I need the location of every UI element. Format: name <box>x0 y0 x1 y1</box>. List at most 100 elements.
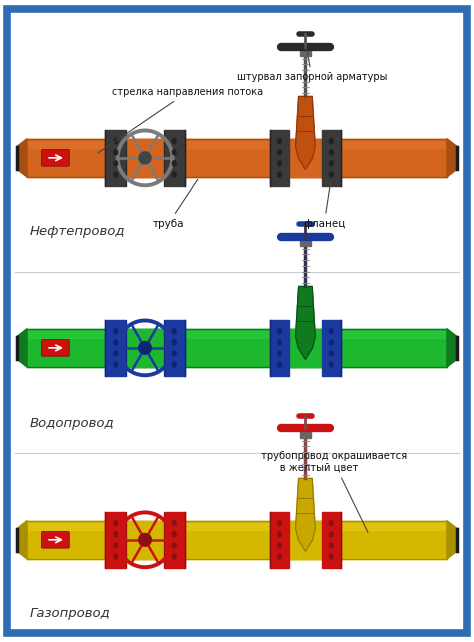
Text: трубопровод окрашивается
      в желтый цвет: трубопровод окрашивается в желтый цвет <box>261 451 407 532</box>
Circle shape <box>329 340 333 345</box>
Circle shape <box>278 532 282 537</box>
Circle shape <box>114 521 118 526</box>
Bar <box>27 331 447 338</box>
Circle shape <box>173 329 176 334</box>
Circle shape <box>278 329 282 334</box>
Polygon shape <box>447 329 457 367</box>
Circle shape <box>329 351 333 356</box>
Text: стрелка направления потока: стрелка направления потока <box>98 87 263 153</box>
Bar <box>105 512 126 568</box>
Bar <box>270 512 289 568</box>
Circle shape <box>278 521 282 526</box>
Circle shape <box>114 161 118 166</box>
Circle shape <box>173 351 176 356</box>
Bar <box>289 521 322 559</box>
Circle shape <box>173 362 176 367</box>
FancyBboxPatch shape <box>41 532 69 548</box>
Circle shape <box>278 340 282 345</box>
FancyBboxPatch shape <box>41 150 69 166</box>
Polygon shape <box>296 528 315 551</box>
Circle shape <box>278 362 282 367</box>
Circle shape <box>278 139 282 144</box>
Circle shape <box>173 542 176 548</box>
Circle shape <box>173 150 176 155</box>
Bar <box>289 139 322 177</box>
Circle shape <box>114 542 118 548</box>
Circle shape <box>329 329 333 334</box>
Ellipse shape <box>139 152 151 164</box>
Circle shape <box>114 340 118 345</box>
Circle shape <box>329 542 333 548</box>
Circle shape <box>173 161 176 166</box>
Circle shape <box>329 139 333 144</box>
Polygon shape <box>296 478 315 528</box>
Bar <box>300 46 311 56</box>
Bar <box>164 320 185 376</box>
Bar <box>322 320 341 376</box>
Circle shape <box>278 542 282 548</box>
Text: штурвал запорной арматуры: штурвал запорной арматуры <box>237 46 387 82</box>
Polygon shape <box>17 521 27 559</box>
Circle shape <box>114 351 118 356</box>
Circle shape <box>114 554 118 559</box>
Ellipse shape <box>139 534 151 546</box>
Circle shape <box>278 161 282 166</box>
Bar <box>105 130 126 186</box>
Polygon shape <box>447 521 457 559</box>
Circle shape <box>173 532 176 537</box>
Circle shape <box>173 139 176 144</box>
Ellipse shape <box>139 342 151 354</box>
Circle shape <box>114 150 118 155</box>
Polygon shape <box>296 286 315 336</box>
Circle shape <box>329 172 333 177</box>
Bar <box>164 130 185 186</box>
Circle shape <box>114 172 118 177</box>
Circle shape <box>329 521 333 526</box>
Bar <box>27 139 447 177</box>
Circle shape <box>278 172 282 177</box>
Bar <box>300 236 311 246</box>
Bar <box>27 521 447 559</box>
Bar <box>27 141 447 148</box>
Circle shape <box>114 329 118 334</box>
Bar <box>126 329 164 367</box>
Circle shape <box>114 139 118 144</box>
Bar <box>270 320 289 376</box>
Circle shape <box>278 351 282 356</box>
Bar <box>126 521 164 559</box>
Circle shape <box>173 340 176 345</box>
Polygon shape <box>447 139 457 177</box>
Polygon shape <box>296 146 315 169</box>
Circle shape <box>173 172 176 177</box>
Polygon shape <box>17 329 27 367</box>
Bar <box>105 320 126 376</box>
Circle shape <box>173 521 176 526</box>
Circle shape <box>329 161 333 166</box>
Bar <box>27 329 447 367</box>
Bar <box>270 130 289 186</box>
Bar <box>300 428 311 438</box>
Circle shape <box>114 532 118 537</box>
Polygon shape <box>17 139 27 177</box>
Text: фланец: фланец <box>303 180 346 229</box>
Text: труба: труба <box>153 179 198 229</box>
Bar <box>322 512 341 568</box>
Circle shape <box>329 150 333 155</box>
Polygon shape <box>296 96 315 146</box>
FancyBboxPatch shape <box>41 340 69 356</box>
Bar <box>322 130 341 186</box>
Text: Водопровод: Водопровод <box>29 417 114 429</box>
Circle shape <box>329 362 333 367</box>
Bar <box>164 512 185 568</box>
Circle shape <box>329 532 333 537</box>
Bar <box>27 523 447 530</box>
Text: Газопровод: Газопровод <box>29 607 110 620</box>
Bar <box>289 329 322 367</box>
Bar <box>126 139 164 177</box>
Polygon shape <box>296 336 315 360</box>
Circle shape <box>278 150 282 155</box>
Text: Нефтепровод: Нефтепровод <box>29 225 125 238</box>
Circle shape <box>329 554 333 559</box>
Circle shape <box>173 554 176 559</box>
Circle shape <box>278 554 282 559</box>
